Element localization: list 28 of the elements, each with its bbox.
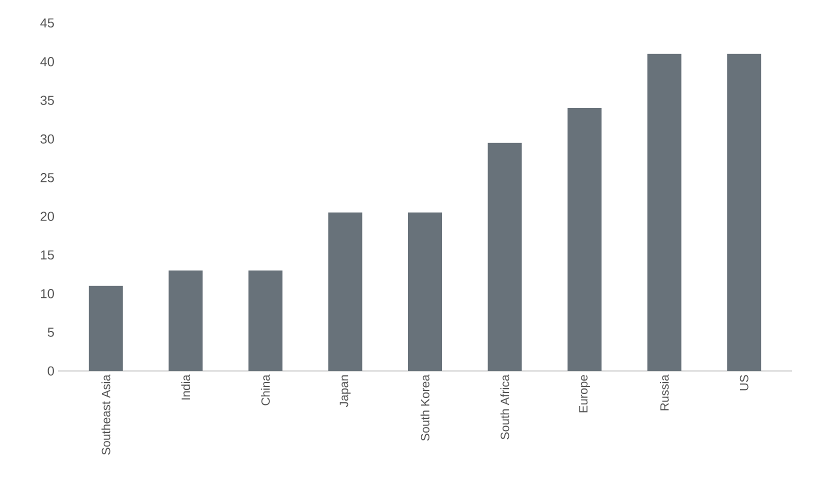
x-tick-label: India — [181, 374, 190, 400]
x-tick-label: South Africa — [500, 374, 510, 440]
y-tick-label: 35 — [40, 96, 54, 105]
y-tick-label: 15 — [41, 250, 54, 260]
x-tick-label: Southeast Asia — [101, 374, 110, 455]
bar — [88, 286, 123, 371]
bar — [488, 142, 522, 371]
x-tick-label: Russia — [660, 374, 669, 410]
bar — [168, 270, 203, 371]
x-tick-label: South Korea — [420, 374, 430, 441]
y-tick-label: 25 — [40, 173, 54, 182]
x-tick-label: US — [740, 375, 748, 390]
y-tick-label: 0 — [48, 366, 54, 376]
bar — [328, 212, 362, 371]
y-tick-label: 45 — [40, 18, 54, 28]
y-tick-label: 30 — [40, 134, 54, 144]
bar — [727, 54, 762, 371]
bar — [647, 54, 682, 371]
x-tick-label: Europe — [579, 375, 590, 412]
y-tick-label: 10 — [41, 289, 54, 298]
y-tick-label: 40 — [40, 57, 54, 66]
bar — [248, 270, 282, 371]
bar — [568, 108, 602, 371]
y-tick-label: 5 — [48, 328, 54, 337]
y-tick-label: 20 — [40, 212, 54, 221]
bar — [408, 212, 442, 371]
x-tick-label: Japan — [340, 375, 351, 408]
x-tick-label: China — [261, 374, 270, 406]
